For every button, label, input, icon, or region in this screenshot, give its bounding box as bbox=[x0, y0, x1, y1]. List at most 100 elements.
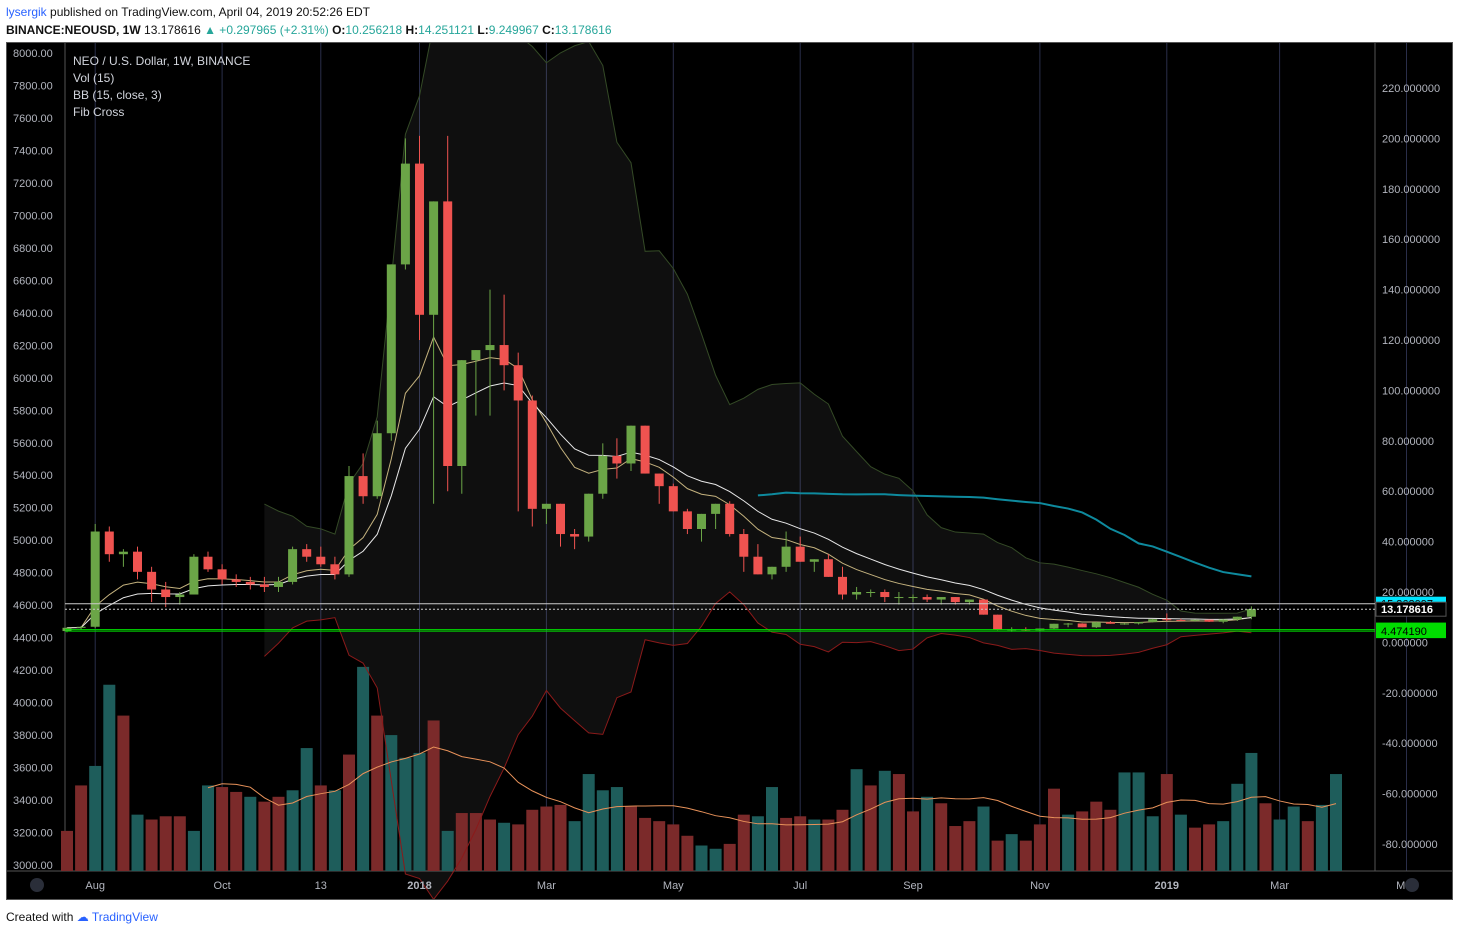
bollinger-upper-line bbox=[264, 17, 1252, 614]
volume-bar bbox=[667, 824, 680, 871]
legend-fib[interactable]: Fib Cross bbox=[73, 105, 125, 119]
right-axis-tick-label: 20.000000 bbox=[1382, 587, 1434, 599]
volume-bar bbox=[1273, 819, 1286, 871]
volume-bar bbox=[780, 817, 793, 871]
candle-body bbox=[880, 592, 890, 598]
candle-body bbox=[739, 534, 749, 557]
time-axis-label: 13 bbox=[315, 880, 327, 892]
candle-body bbox=[668, 486, 678, 512]
volume-bar bbox=[258, 801, 271, 871]
candle-body bbox=[259, 584, 269, 587]
left-axis-tick-label: 3200.00 bbox=[13, 828, 53, 840]
price-chart[interactable]: 8000.00 7800.00 7600.00 7400.00 7200.00 7000.… bbox=[7, 17, 1452, 901]
candle-body bbox=[838, 576, 847, 595]
volume-bar bbox=[935, 803, 948, 871]
chart-legend: NEO / U.S. Dollar, 1W, BINANCE Vol (15) … bbox=[73, 53, 250, 121]
volume-bar bbox=[1189, 827, 1201, 871]
volume-bar bbox=[61, 830, 73, 871]
time-axis-label: 2018 bbox=[407, 880, 431, 892]
candles bbox=[62, 135, 1256, 633]
price-badge-label: 4.474190 bbox=[1381, 626, 1427, 638]
candle-body bbox=[203, 556, 213, 570]
volume-bar bbox=[1033, 824, 1046, 871]
left-axis-tick-label: 3000.00 bbox=[13, 860, 53, 872]
candle-body bbox=[1148, 619, 1158, 622]
left-axis-tick-label: 4800.00 bbox=[13, 568, 53, 580]
volume-ma-line bbox=[207, 746, 1337, 826]
candle-body bbox=[1204, 619, 1214, 622]
candle-body bbox=[823, 559, 833, 577]
volume-bar bbox=[568, 821, 581, 871]
bollinger-bands bbox=[264, 17, 1252, 900]
volume-bar bbox=[1076, 811, 1089, 871]
volume-bar bbox=[653, 821, 666, 871]
candle-body bbox=[682, 511, 692, 529]
chart-background bbox=[7, 43, 1452, 899]
right-axis-tick-label: 0.000000 bbox=[1382, 637, 1428, 649]
symbol-line: BINANCE:NEOUSD, 1W 13.178616 ▲ +0.297965… bbox=[6, 22, 612, 39]
volume-bar bbox=[1217, 821, 1230, 871]
right-axis-tick-label: 160.000000 bbox=[1382, 234, 1440, 246]
author-link[interactable]: lysergik bbox=[6, 5, 47, 19]
left-axis-tick-label: 7600.00 bbox=[13, 113, 53, 125]
candle-body bbox=[852, 592, 862, 595]
volume-bar bbox=[596, 790, 609, 871]
volume-bar bbox=[836, 809, 849, 871]
candle-body bbox=[753, 556, 763, 575]
left-axis-tick-label: 4000.00 bbox=[13, 698, 53, 710]
tradingview-link[interactable]: TradingView bbox=[91, 910, 158, 924]
close-label: C: bbox=[542, 23, 555, 37]
chart-area[interactable]: 8000.00 7800.00 7600.00 7400.00 7200.00 7000.… bbox=[6, 17, 1453, 901]
volume-bar bbox=[244, 796, 257, 871]
volume-bar bbox=[103, 684, 116, 871]
volume-bar bbox=[1146, 816, 1159, 871]
candle-body bbox=[795, 546, 805, 562]
volume-bar bbox=[117, 715, 130, 871]
time-axis: AugOct132018MarMayJulSepNov2019MarMay bbox=[30, 878, 1419, 892]
time-axis-label: Sep bbox=[903, 880, 923, 892]
auto-scale-icon bbox=[1405, 878, 1419, 892]
legend-bb[interactable]: BB (15, close, 3) bbox=[73, 88, 162, 102]
candle-body bbox=[697, 513, 706, 529]
candle-body bbox=[527, 400, 537, 509]
bollinger-fill bbox=[264, 17, 1252, 900]
candle-body bbox=[964, 599, 974, 603]
candle-body bbox=[316, 556, 326, 565]
volume-bar bbox=[1203, 824, 1216, 871]
candle-body bbox=[908, 597, 918, 599]
candle-body bbox=[725, 503, 735, 535]
candle-body bbox=[654, 473, 664, 487]
legend-vol[interactable]: Vol (15) bbox=[73, 71, 115, 85]
left-axis-tick-label: 4600.00 bbox=[13, 600, 53, 612]
volume-bar bbox=[991, 840, 1004, 871]
candle-body bbox=[133, 551, 142, 572]
right-axis-tick-label: 140.000000 bbox=[1382, 285, 1440, 297]
time-axis-label: Oct bbox=[214, 880, 231, 892]
candle-body bbox=[189, 556, 199, 595]
volume-bar bbox=[751, 816, 764, 871]
left-axis-tick-label: 4400.00 bbox=[13, 633, 53, 645]
candle-body bbox=[471, 350, 481, 361]
volume-bar bbox=[1132, 772, 1145, 871]
zoom-icon bbox=[30, 878, 44, 892]
right-axis-tick-label: 80.000000 bbox=[1382, 436, 1434, 448]
volume-bar bbox=[822, 819, 835, 871]
left-axis-tick-label: 5600.00 bbox=[13, 438, 53, 450]
candle-body bbox=[541, 503, 551, 509]
volume-bar bbox=[1259, 803, 1272, 871]
candle-body bbox=[894, 597, 904, 599]
right-axis-tick-label: -20.000000 bbox=[1382, 688, 1438, 700]
left-axis-tick-label: 4200.00 bbox=[13, 665, 53, 677]
candle-body bbox=[76, 626, 86, 628]
candle-body bbox=[330, 564, 340, 575]
candle-body bbox=[104, 531, 114, 555]
right-axis-tick-label: 100.000000 bbox=[1382, 385, 1440, 397]
volume-bar bbox=[681, 835, 694, 871]
candle-body bbox=[161, 589, 171, 598]
candle-body bbox=[598, 455, 608, 494]
close-value: 13.178616 bbox=[554, 23, 612, 37]
candle-body bbox=[1049, 623, 1059, 629]
left-axis-tick-label: 5800.00 bbox=[13, 405, 53, 417]
volume-bar bbox=[441, 830, 454, 871]
volume-bar bbox=[1019, 840, 1032, 871]
